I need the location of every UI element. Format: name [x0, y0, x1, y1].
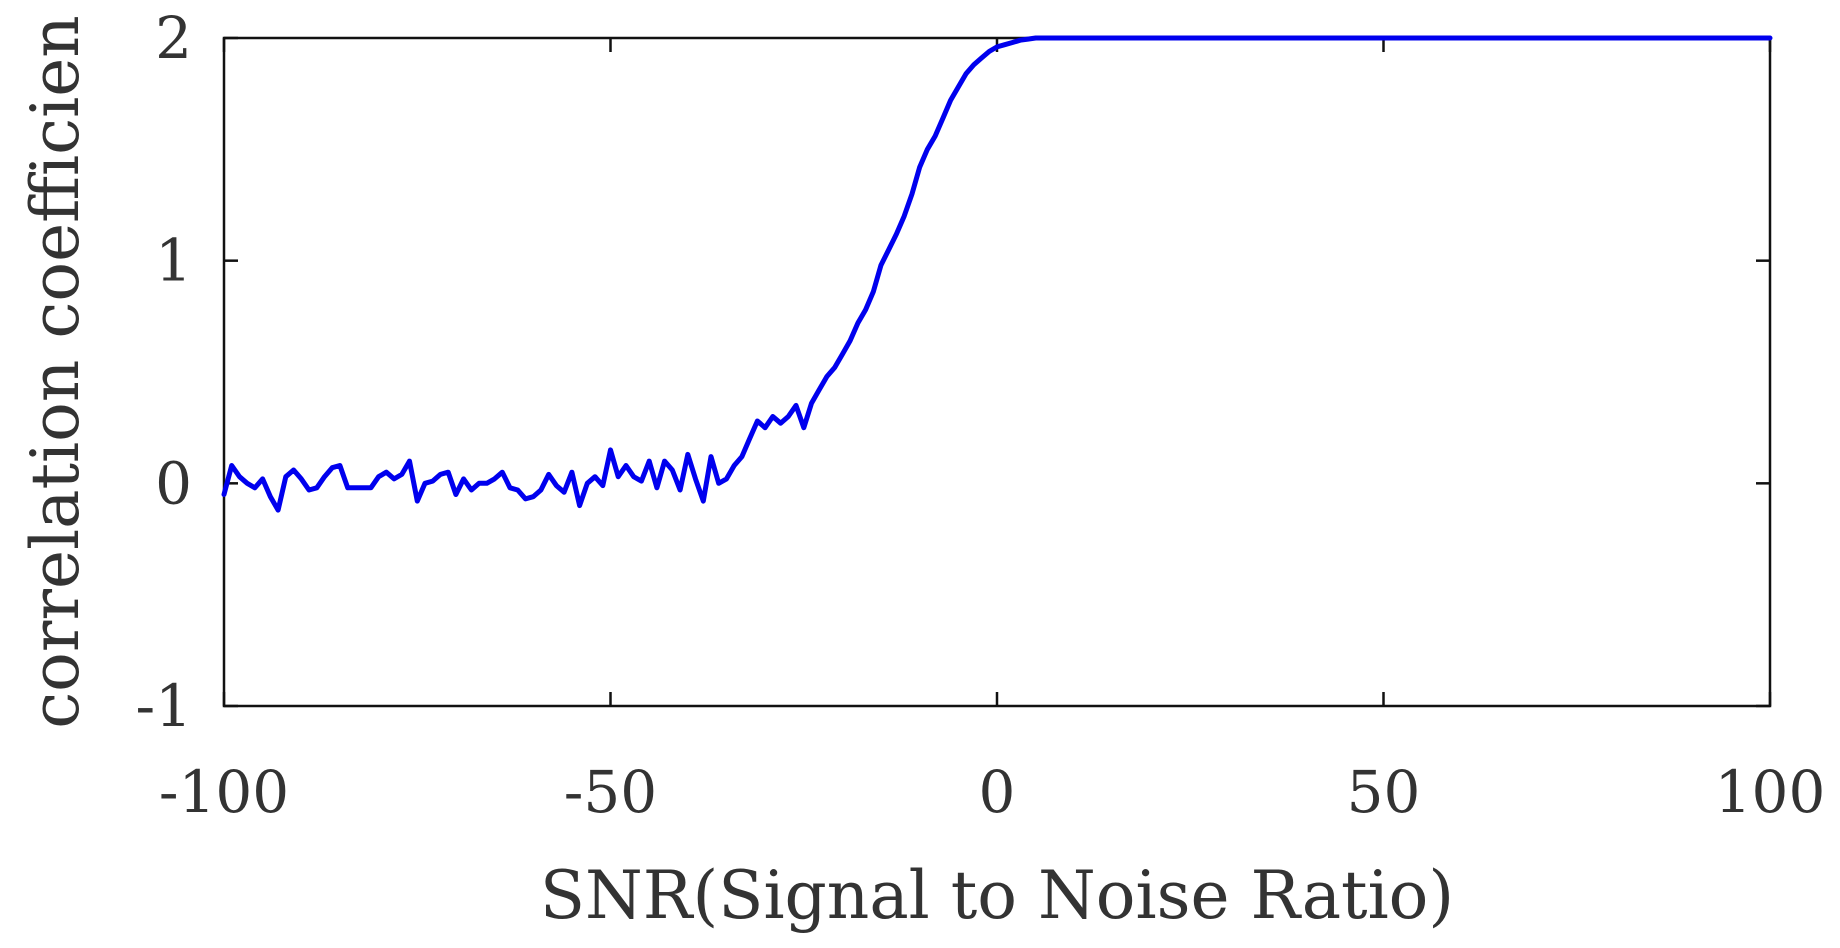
x-axis-ticks: -100 -50 0 50 100	[159, 38, 1826, 826]
y-axis-ticks: -1 0 1 2	[136, 4, 1770, 740]
x-tick-label: 100	[1715, 758, 1826, 826]
x-tick-label: 0	[979, 758, 1016, 826]
y-tick-label: 0	[155, 449, 192, 517]
y-tick-label: 1	[155, 227, 192, 295]
series-line	[221, 35, 1773, 513]
y-tick-label: -1	[136, 672, 193, 740]
x-tick-label: -100	[159, 758, 289, 826]
y-tick-label: 2	[155, 4, 192, 72]
x-axis-label: SNR(Signal to Noise Ratio)	[540, 857, 1454, 934]
y-axis-label: correlation coefficien	[17, 15, 94, 729]
plot-area-frame	[222, 36, 1772, 708]
x-tick-label: -50	[564, 758, 657, 826]
x-tick-label: 50	[1347, 758, 1421, 826]
